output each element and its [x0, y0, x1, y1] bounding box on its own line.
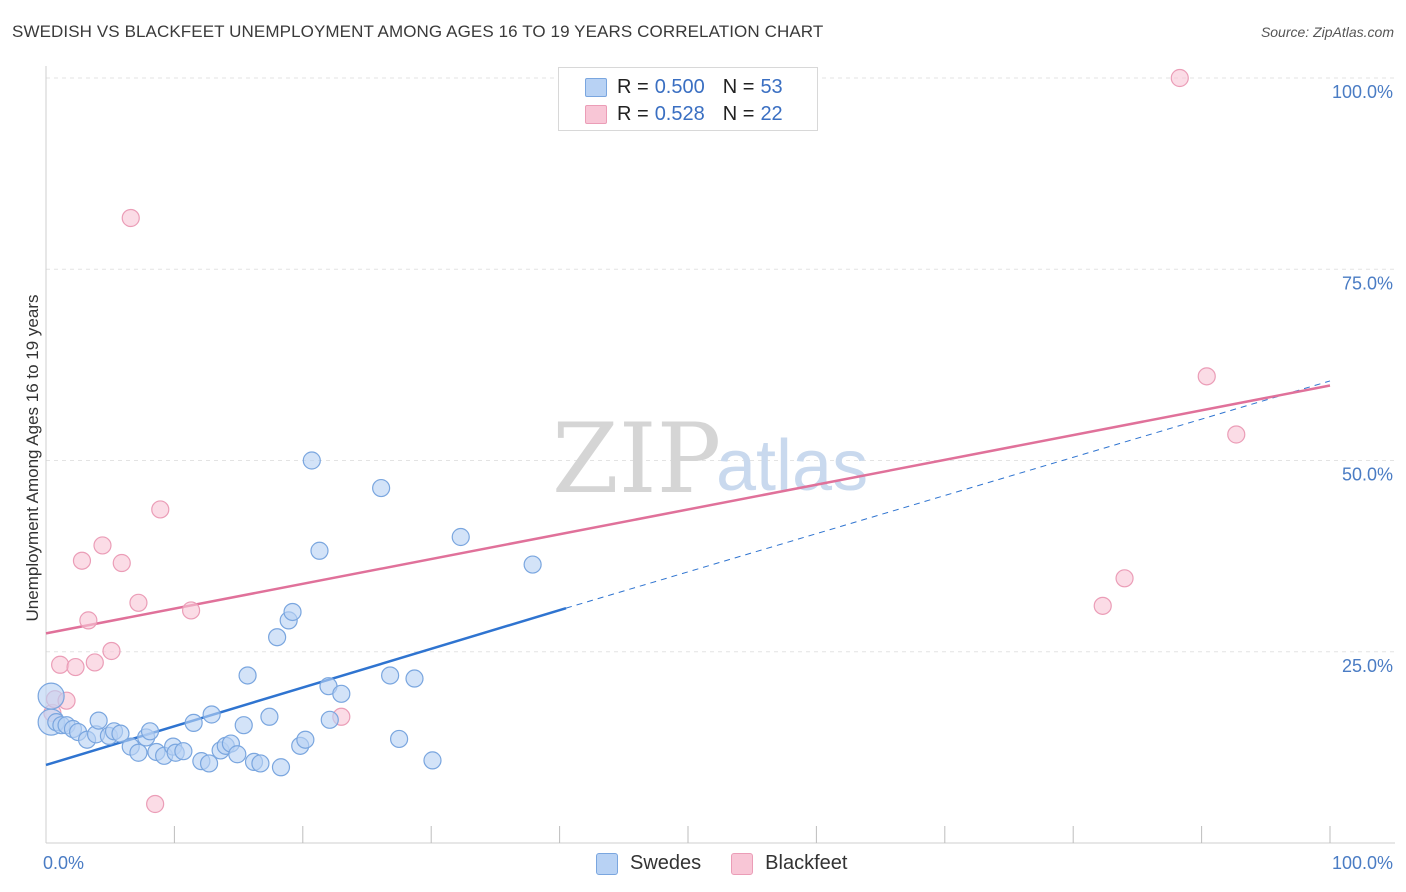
swedes-point — [202, 705, 221, 724]
legend-row-blackfeet: R = 0.528 N = 22 — [585, 102, 783, 126]
swedes-point — [140, 722, 160, 741]
legend-n-value: 53 — [760, 75, 783, 98]
watermark-atlas: atlas — [716, 426, 868, 506]
tick-labels: 25.0% 50.0% 75.0% 100.0% 0.0% 100.0% — [43, 82, 1393, 873]
swedes-point — [302, 451, 321, 470]
legend-item-blackfeet[interactable]: Blackfeet — [731, 852, 847, 875]
swedes-point — [89, 711, 108, 730]
chart-source: Source: ZipAtlas.com — [1260, 24, 1394, 40]
blackfeet-point — [146, 794, 165, 814]
swedes-point — [260, 707, 279, 726]
blackfeet-point — [129, 593, 148, 612]
swedes-point — [381, 666, 400, 685]
swedes-point — [310, 541, 329, 560]
legend-label-blackfeet: Blackfeet — [765, 852, 848, 874]
swedes-trend-extension — [565, 380, 1331, 609]
blackfeet-point — [66, 657, 85, 677]
swedes-point — [423, 751, 442, 770]
legend-r-label: R = — [617, 75, 649, 98]
x-tick-label: 100.0% — [1332, 853, 1393, 873]
y-tick-label: 75.0% — [1342, 273, 1393, 293]
legend-r-value: 0.500 — [654, 75, 705, 98]
blackfeet-point — [51, 655, 70, 674]
legend-row-swedes: R = 0.500 N = 53 — [585, 75, 783, 99]
swedes-point — [390, 729, 409, 749]
blackfeet-point — [1197, 367, 1216, 386]
legend-n-value: 22 — [760, 102, 783, 125]
blackfeet-point — [102, 641, 121, 661]
y-axis-label: Unemployment Among Ages 16 to 19 years — [23, 295, 42, 622]
blackfeet-point — [93, 536, 112, 555]
legend-n-label: N = — [722, 75, 755, 98]
swedes-legend-swatch — [596, 852, 618, 875]
legend-label-swedes: Swedes — [630, 852, 702, 874]
y-tick-label: 100.0% — [1332, 82, 1393, 102]
swedes-point — [372, 478, 391, 498]
swedes-point — [251, 754, 270, 773]
blackfeet-point — [1115, 569, 1134, 588]
correlation-legend: R = 0.500 N = 53 R = 0.528 N = 22 — [558, 67, 818, 131]
y-tick-label: 25.0% — [1342, 656, 1393, 676]
swedes-point — [296, 730, 315, 749]
swedes-point — [228, 745, 247, 764]
grid — [46, 77, 1395, 653]
blackfeet-point — [1170, 68, 1189, 88]
blackfeet-point — [121, 208, 140, 228]
blackfeet-point — [79, 611, 98, 630]
swedes-point — [174, 742, 193, 761]
legend-r-value: 0.528 — [654, 102, 705, 125]
blackfeet-point — [181, 601, 201, 620]
swedes-point — [268, 628, 287, 647]
watermark: ZIP atlas — [552, 403, 868, 515]
blackfeet-swatch — [585, 104, 607, 124]
swedes-point — [129, 743, 148, 762]
swedes-swatch — [585, 77, 607, 97]
legend-item-swedes[interactable]: Swedes — [596, 852, 701, 875]
chart-title: SWEDISH VS BLACKFEET UNEMPLOYMENT AMONG … — [12, 22, 824, 41]
legend-r-label: R = — [617, 102, 649, 125]
y-tick-label: 50.0% — [1342, 465, 1393, 485]
swedes-point — [234, 716, 253, 735]
series-legend: Swedes Blackfeet — [596, 852, 877, 875]
x-tick-label: 0.0% — [43, 853, 84, 873]
swedes-point — [199, 754, 219, 773]
swedes-point — [37, 682, 65, 710]
blackfeet-point — [151, 500, 170, 519]
blackfeet-trend-line — [45, 384, 1331, 635]
data-points — [37, 68, 1246, 814]
watermark-zip: ZIP — [552, 403, 721, 515]
swedes-point — [238, 666, 257, 685]
swedes-point — [332, 684, 351, 703]
blackfeet-point — [1093, 596, 1112, 615]
swedes-point — [523, 555, 542, 574]
blackfeet-point — [112, 553, 131, 573]
swedes-point — [271, 758, 291, 777]
swedes-point — [405, 669, 424, 688]
swedes-point — [451, 527, 470, 547]
swedes-point — [320, 710, 339, 729]
swedes-point — [283, 602, 302, 622]
blackfeet-point — [1227, 425, 1246, 444]
blackfeet-point — [72, 551, 92, 570]
blackfeet-legend-swatch — [731, 852, 754, 875]
swedes-point — [184, 713, 203, 732]
swedes-point — [111, 724, 130, 743]
blackfeet-point — [85, 653, 104, 672]
legend-n-label: N = — [722, 102, 755, 125]
